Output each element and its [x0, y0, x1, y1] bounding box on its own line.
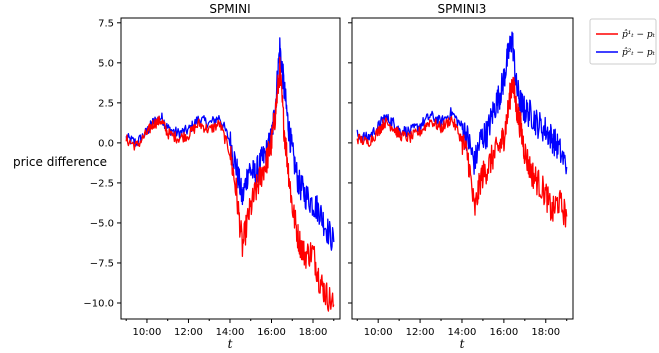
y-tick-label-7: 7.5 — [98, 18, 114, 29]
panel-2-x-tick-label-1: 12:00 — [406, 327, 435, 338]
panel-1-frame — [120, 17, 341, 320]
panel-1-x-axis-label: t — [228, 337, 233, 351]
panel-1-series-2-line — [125, 56, 335, 312]
panel-2-x-tick-label-0: 10:00 — [364, 327, 393, 338]
panel-1-x-tick-label-2: 14:00 — [216, 327, 245, 338]
legend-entry-1: p̂¹ₜ − pₜ — [622, 29, 656, 40]
y-axis-label: price difference — [13, 155, 107, 169]
legend: p̂¹ₜ − pₜ p̂²ₜ − pₜ — [589, 18, 657, 65]
y-tick-label-1: −7.5 — [90, 258, 114, 269]
panel-2-x-tick-label-2: 14:00 — [448, 327, 477, 338]
panel-2-series — [356, 31, 568, 228]
panel-2-series-2-line — [356, 76, 568, 228]
panel-2-frame — [351, 17, 574, 320]
panel-2-x-axis-label: t — [460, 337, 465, 351]
panel-1-x-tick-label-1: 12:00 — [174, 327, 203, 338]
panel-1-x-tick-label-3: 16:00 — [257, 327, 286, 338]
panel-1-series-1-line — [125, 37, 335, 251]
y-tick-label-3: −2.5 — [90, 178, 114, 189]
y-tick-label-0: −10.0 — [83, 298, 114, 309]
panel-2-title: SPMINI3 — [438, 2, 487, 16]
panel-1-x-tick-label-0: 10:00 — [133, 327, 162, 338]
panel-2-x-tick-label-3: 16:00 — [489, 327, 518, 338]
y-tick-label-5: 2.5 — [98, 98, 114, 109]
panel-1-series — [125, 37, 335, 312]
y-tick-label-4: 0.0 — [98, 138, 114, 149]
panel-1: −10.0 −7.5 −5.0 −2.5 0.0 2.5 5.0 7.5 10:00 12:00 1… — [83, 17, 341, 338]
panel-2: 10:00 12:00 14:00 16:00 18:00 — [348, 17, 574, 338]
panel-1-x-tick-label-4: 18:00 — [299, 327, 328, 338]
y-tick-label-6: 5.0 — [98, 58, 114, 69]
panel-2-x-tick-label-4: 18:00 — [531, 327, 560, 338]
legend-entry-2: p̂²ₜ − pₜ — [622, 47, 656, 58]
y-tick-label-2: −5.0 — [90, 218, 114, 229]
panel-1-title: SPMINI — [209, 2, 250, 16]
